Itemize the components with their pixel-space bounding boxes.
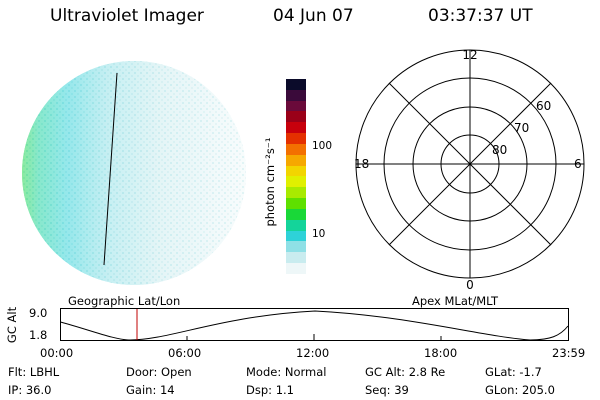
colorbar-segment xyxy=(286,176,306,188)
lat-label-70: 70 xyxy=(514,121,529,135)
colorbar-tick-10: 10 xyxy=(312,228,326,240)
colorbar-segment xyxy=(286,143,306,155)
altitude-curve xyxy=(60,310,569,341)
colorbar-segment xyxy=(286,252,306,264)
colorbar-segment xyxy=(286,219,306,231)
info-seq: Seq: 39 xyxy=(365,383,409,397)
uv-disk-image xyxy=(22,61,246,285)
polar-grid: 12 0 18 6 60 70 80 xyxy=(354,48,585,292)
mlt-label-6: 6 xyxy=(574,157,582,171)
y-tick-9: 9.0 xyxy=(29,306,48,320)
gc-alt-axis-title: GC Alt xyxy=(5,306,19,344)
colorbar-segment xyxy=(286,230,306,242)
info-filter: Flt: LBHL xyxy=(8,365,60,379)
date-label: 04 Jun 07 xyxy=(273,6,354,26)
colorbar-unit-label: photon cm⁻²s⁻¹ xyxy=(263,137,277,227)
geographic-label: Geographic Lat/Lon xyxy=(68,294,181,308)
mlt-label-12: 12 xyxy=(462,48,477,62)
colorbar-segment xyxy=(286,241,306,253)
x-tick-1200: 12:00 xyxy=(296,346,330,360)
info-dsp: Dsp: 1.1 xyxy=(246,383,294,397)
x-tick-0000: 00:00 xyxy=(40,346,74,360)
altitude-strip-chart xyxy=(60,308,569,341)
colorbar-segment xyxy=(286,89,306,101)
info-door: Door: Open xyxy=(126,365,192,379)
x-tick-2359: 23:59 xyxy=(552,346,586,360)
info-gain: Gain: 14 xyxy=(126,383,175,397)
info-gc-alt: GC Alt: 2.8 Re xyxy=(365,365,446,379)
x-tick-1800: 18:00 xyxy=(424,346,458,360)
info-glat: GLat: -1.7 xyxy=(485,365,542,379)
colorbar-tick-100: 100 xyxy=(312,140,333,152)
colorbar-segment xyxy=(286,198,306,209)
y-tick-1-8: 1.8 xyxy=(29,328,48,342)
colorbar-segment xyxy=(286,100,306,112)
colorbar-segment xyxy=(286,111,306,123)
time-label: 03:37:37 UT xyxy=(428,6,533,26)
apex-label: Apex MLat/MLT xyxy=(412,294,499,308)
lat-label-60: 60 xyxy=(536,99,551,113)
info-ip: IP: 36.0 xyxy=(8,383,52,397)
terminator-line xyxy=(103,72,118,266)
color-scale-bar xyxy=(286,79,306,274)
colorbar-segment xyxy=(286,165,306,177)
colorbar-segment xyxy=(286,154,306,166)
colorbar-segment xyxy=(286,187,306,199)
colorbar-segment xyxy=(286,263,306,274)
mlt-label-0: 0 xyxy=(466,278,474,292)
info-mode: Mode: Normal xyxy=(246,365,327,379)
colorbar-segment xyxy=(286,133,306,144)
lat-label-80: 80 xyxy=(492,143,507,157)
colorbar-segment xyxy=(286,79,306,90)
x-tick-0600: 06:00 xyxy=(168,346,202,360)
colorbar-segment xyxy=(286,122,306,134)
info-glon: GLon: 205.0 xyxy=(485,383,555,397)
colorbar-segment xyxy=(286,208,306,220)
instrument-title: Ultraviolet Imager xyxy=(50,6,204,26)
mlt-label-18: 18 xyxy=(354,157,369,171)
